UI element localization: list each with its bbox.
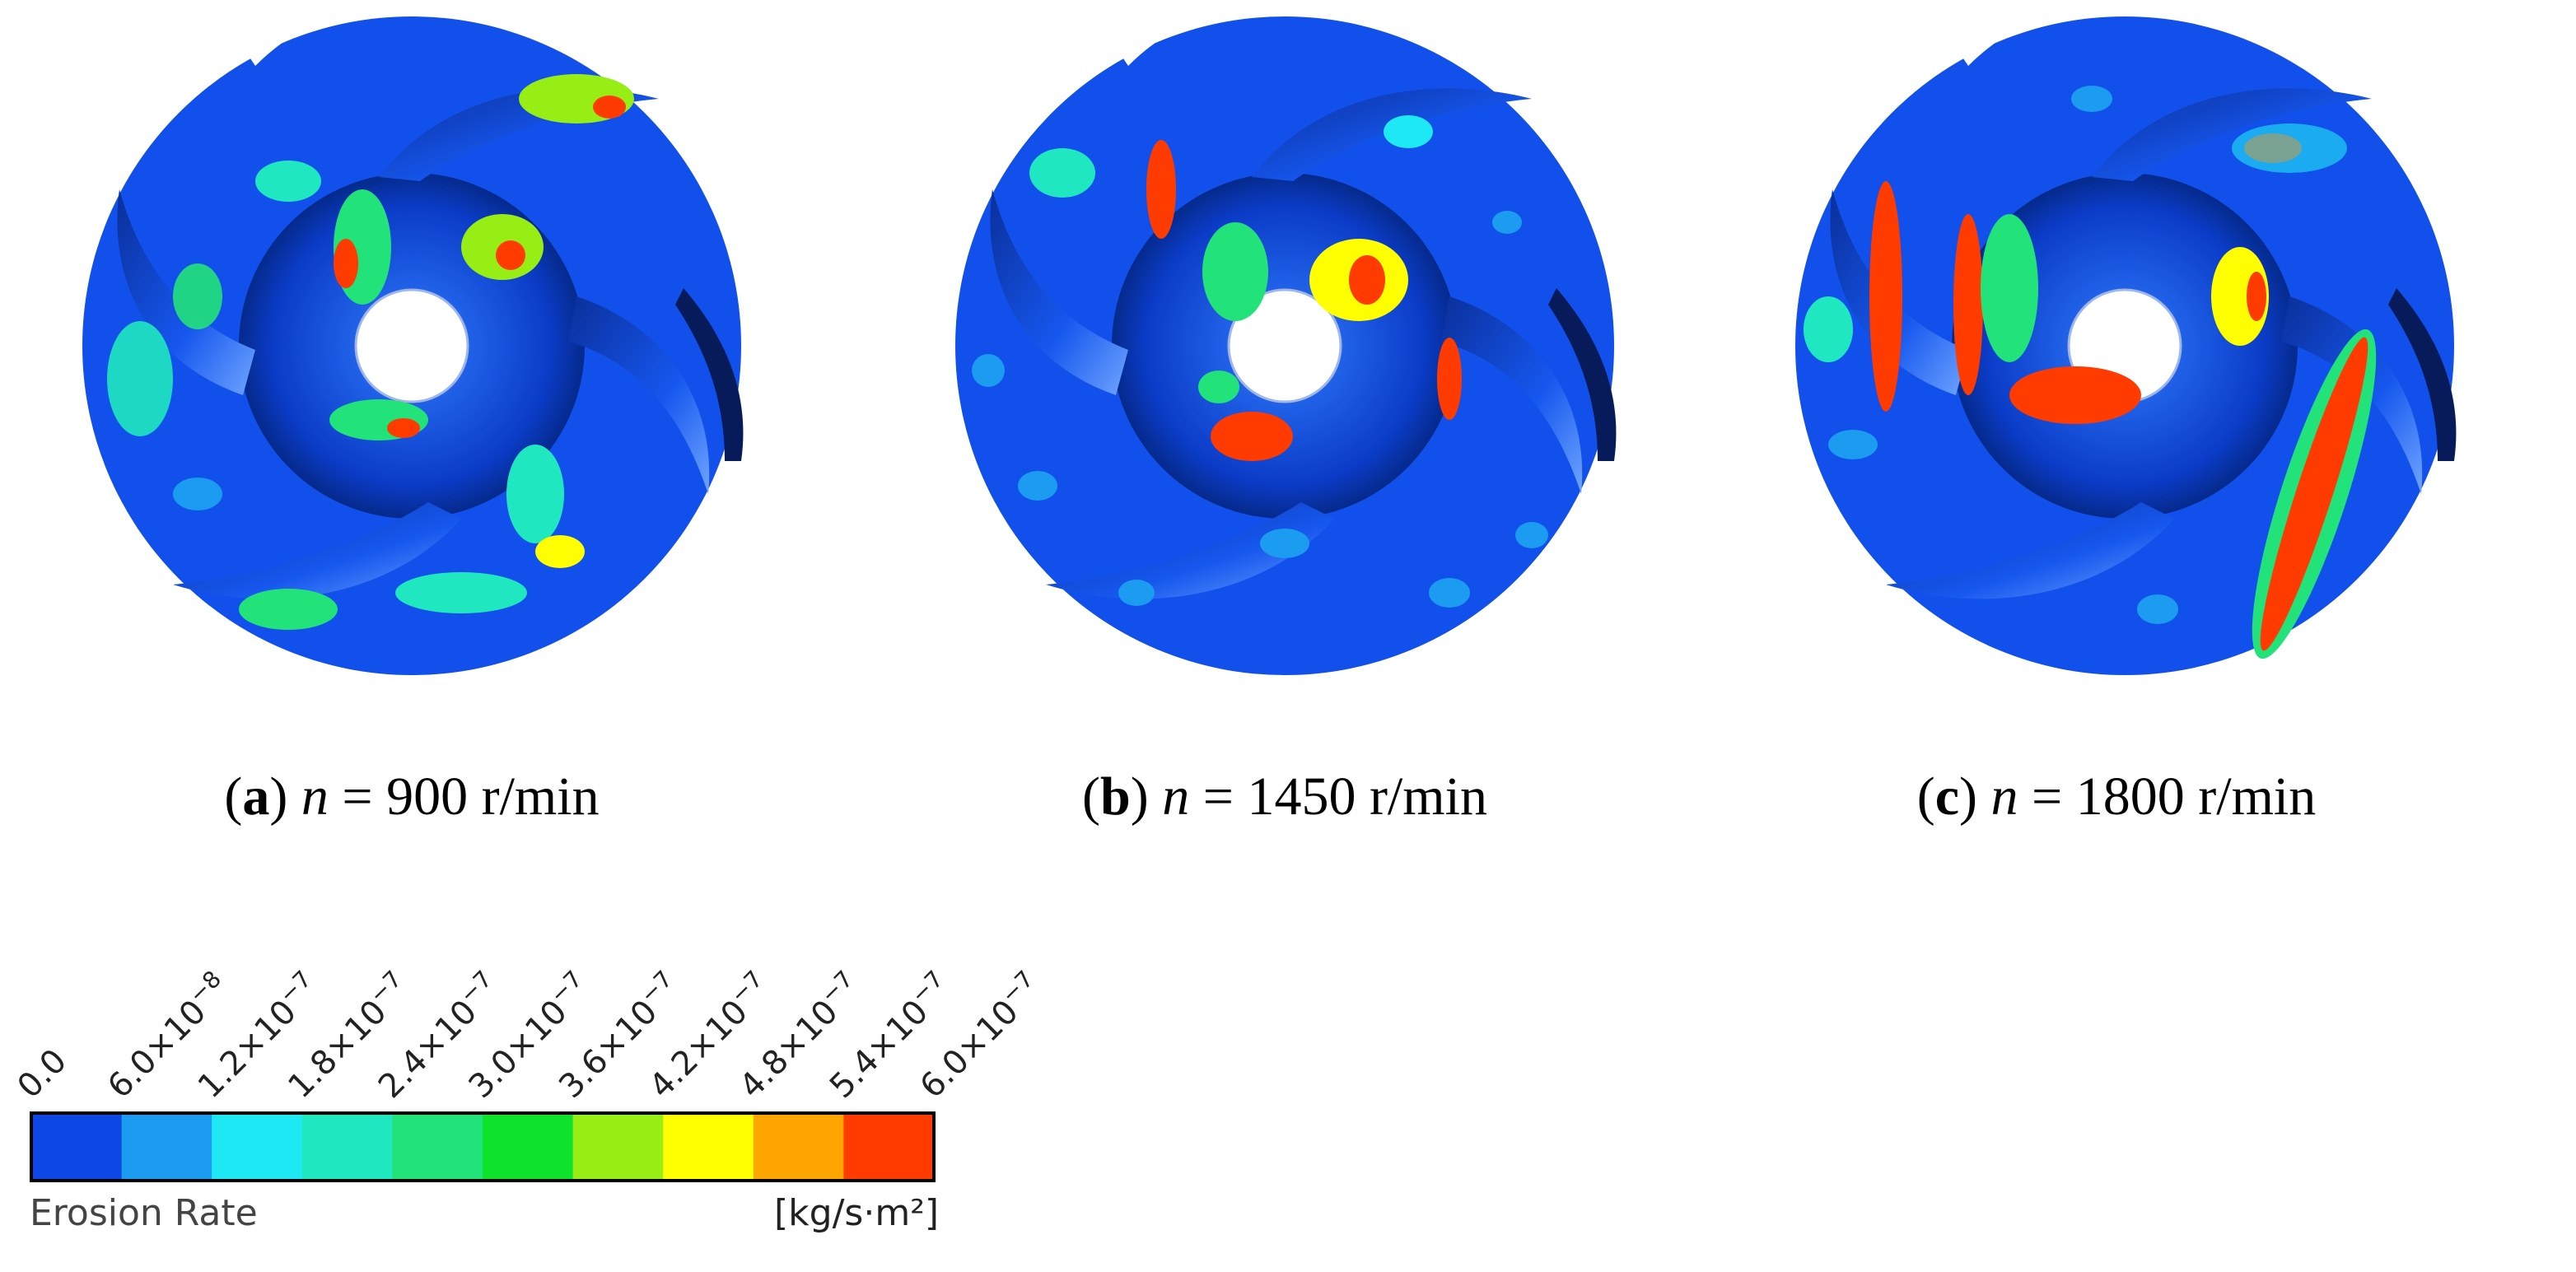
legend-swatch <box>483 1113 574 1181</box>
impeller-a <box>81 0 744 677</box>
erosion-pattern-a <box>107 74 634 630</box>
impeller-b <box>954 0 1617 677</box>
legend-tick-label: 0.0 <box>11 1042 75 1107</box>
legend-swatch <box>753 1113 844 1181</box>
legend-tick-labels: 0.0 6.0×10−81.2×10−71.8×10−72.4×10−73.0×1… <box>11 965 1039 1107</box>
impeller-c <box>1794 0 2457 677</box>
caption-a: (a) n = 900 r/min <box>224 766 600 827</box>
erosion-pattern-b <box>972 115 1548 608</box>
legend-swatch <box>212 1113 303 1181</box>
legend-swatch <box>843 1113 935 1181</box>
legend-swatch <box>572 1113 664 1181</box>
legend-title: Erosion Rate <box>30 1192 258 1234</box>
legend-swatch <box>392 1113 483 1181</box>
legend-swatch <box>663 1113 754 1181</box>
legend-unit: [kg/s·m²] <box>774 1192 939 1234</box>
legend-swatch <box>301 1113 393 1181</box>
legend-swatch <box>31 1113 123 1181</box>
legend-swatch <box>121 1113 212 1181</box>
caption-c: (c) n = 1800 r/min <box>1916 766 2317 827</box>
legend-colorbar <box>30 1111 936 1182</box>
erosion-pattern-c <box>1804 86 2377 659</box>
caption-b: (b) n = 1450 r/min <box>1082 766 1487 827</box>
